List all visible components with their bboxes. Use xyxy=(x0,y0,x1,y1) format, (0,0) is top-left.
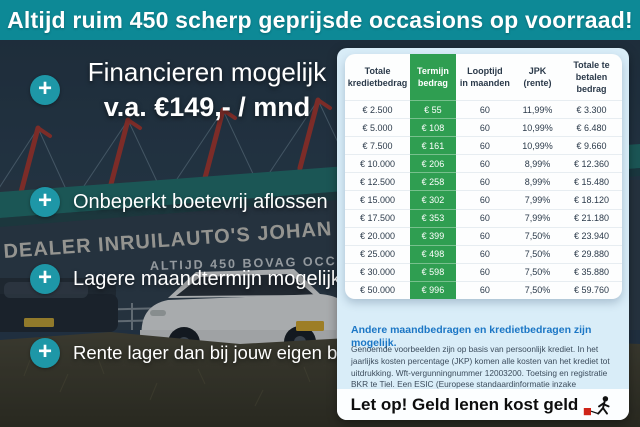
table-cell-termijnbedrag: € 353 xyxy=(410,208,456,227)
table-cell-looptijd: 60 xyxy=(455,226,514,245)
table-row: € 10.000 € 206 60 8,99% € 12.360 xyxy=(345,154,622,173)
table-cell-termijnbedrag: € 996 xyxy=(410,280,456,299)
table-cell-jpk: 7,50% xyxy=(513,262,562,281)
table-cell-kredietbedrag: € 2.500 xyxy=(345,100,411,118)
table-header-cell: Looptijd in maanden xyxy=(459,65,510,88)
table-cell-termijnbedrag: € 161 xyxy=(410,136,456,155)
table-cell-jpk: 8,99% xyxy=(513,172,562,190)
table-cell-totaal: € 59.760 xyxy=(561,280,622,299)
table-header-row: Totale kredietbedrag Termijn bedrag Loop… xyxy=(345,54,622,100)
table-cell-looptijd: 60 xyxy=(455,154,514,172)
bullet-label: Rente lager dan bij jouw eigen bank xyxy=(73,342,368,363)
table-header-cell-termijnbedrag: Termijn bedrag xyxy=(410,54,456,100)
table-cell-looptijd: 60 xyxy=(455,262,514,281)
table-cell-totaal: € 6.480 xyxy=(561,118,622,136)
table-cell-termijnbedrag: € 498 xyxy=(410,244,456,263)
table-cell-jpk: 11,99% xyxy=(513,100,562,118)
table-cell-jpk: 7,50% xyxy=(513,226,562,245)
plus-icon: + xyxy=(30,338,60,368)
table-cell-kredietbedrag: € 15.000 xyxy=(345,190,411,208)
table-cell-totaal: € 12.360 xyxy=(561,154,622,172)
table-cell-looptijd: 60 xyxy=(455,280,514,299)
table-cell-termijnbedrag: € 598 xyxy=(410,262,456,281)
table-cell-looptijd: 60 xyxy=(455,136,514,154)
table-cell-termijnbedrag: € 302 xyxy=(410,190,456,209)
table-row: € 2.500 € 55 60 11,99% € 3.300 xyxy=(345,100,622,119)
table-cell-totaal: € 18.120 xyxy=(561,190,622,208)
note-title: Andere maandbedragen en kredietbedragen … xyxy=(351,324,592,350)
table-cell-totaal: € 29.880 xyxy=(561,244,622,263)
geld-lenen-kost-geld-icon xyxy=(584,395,610,415)
table-row: € 20.000 € 399 60 7,50% € 23.940 xyxy=(345,226,622,245)
bullet-aflossen: + Onbeperkt boetevrij aflossen xyxy=(30,187,328,217)
table-cell-kredietbedrag: € 50.000 xyxy=(345,280,411,299)
white-suv xyxy=(140,269,363,359)
table-cell-kredietbedrag: € 5.000 xyxy=(345,118,411,136)
warning-text: Let op! Geld lenen kost geld xyxy=(350,394,579,414)
table-cell-jpk: 7,50% xyxy=(513,244,562,263)
table-header-cell: Totale kredietbedrag xyxy=(347,65,408,88)
plus-icon: + xyxy=(30,264,60,294)
table-cell-kredietbedrag: € 10.000 xyxy=(345,154,411,172)
table-cell-totaal: € 15.480 xyxy=(561,172,622,190)
table-header-cell: JPK (rente) xyxy=(523,65,552,88)
bullet-rente: + Rente lager dan bij jouw eigen bank xyxy=(30,338,367,368)
financing-table-card: Totale kredietbedrag Termijn bedrag Loop… xyxy=(345,54,622,299)
table-cell-totaal: € 9.660 xyxy=(561,136,622,154)
table-cell-termijnbedrag: € 258 xyxy=(410,172,456,191)
table-row: € 17.500 € 353 60 7,99% € 21.180 xyxy=(345,208,622,227)
table-cell-jpk: 7,99% xyxy=(513,208,562,227)
table-cell-looptijd: 60 xyxy=(455,172,514,190)
table-cell-kredietbedrag: € 25.000 xyxy=(345,244,411,263)
banner-text: Altijd ruim 450 scherp geprijsde occasio… xyxy=(7,6,633,33)
headline-line1: Financieren mogelijk xyxy=(87,57,327,87)
bullet-label: Lagere maandtermijn mogelijk xyxy=(73,267,341,290)
plus-icon: + xyxy=(30,187,60,217)
table-cell-totaal: € 21.180 xyxy=(561,208,622,227)
table-cell-kredietbedrag: € 20.000 xyxy=(345,226,411,245)
table-cell-termijnbedrag: € 108 xyxy=(410,118,456,137)
table-cell-jpk: 8,99% xyxy=(513,154,562,172)
table-row: € 15.000 € 302 60 7,99% € 18.120 xyxy=(345,190,622,209)
top-banner: Altijd ruim 450 scherp geprijsde occasio… xyxy=(0,0,640,40)
headline-line2: v.a. €149,- / mnd xyxy=(103,92,311,122)
bullet-financieren: + Financieren mogelijk v.a. €149,- / mnd xyxy=(30,57,341,123)
table-cell-jpk: 7,99% xyxy=(513,190,562,208)
bullet-maandtermijn: + Lagere maandtermijn mogelijk xyxy=(30,264,341,294)
bullet-label: Onbeperkt boetevrij aflossen xyxy=(73,190,328,213)
table-cell-kredietbedrag: € 7.500 xyxy=(345,136,411,154)
red-masts xyxy=(0,97,351,201)
table-cell-kredietbedrag: € 30.000 xyxy=(345,262,411,281)
headline-block: Financieren mogelijk v.a. €149,- / mnd xyxy=(73,57,341,123)
table-cell-termijnbedrag: € 55 xyxy=(410,100,456,119)
sign-bovag: ALTIJD 450 BOVAG OCCASIONS xyxy=(150,253,397,273)
table-cell-termijnbedrag: € 206 xyxy=(410,154,456,173)
table-cell-jpk: 10,99% xyxy=(513,136,562,154)
table-cell-looptijd: 60 xyxy=(455,244,514,263)
table-cell-totaal: € 23.940 xyxy=(561,226,622,245)
table-body: € 2.500 € 55 60 11,99% € 3.300 € 5.000 €… xyxy=(345,100,622,299)
table-cell-looptijd: 60 xyxy=(455,118,514,136)
warning-bar: Let op! Geld lenen kost geld xyxy=(337,389,629,420)
table-cell-looptijd: 60 xyxy=(455,208,514,227)
table-cell-kredietbedrag: € 12.500 xyxy=(345,172,411,190)
table-row: € 30.000 € 598 60 7,50% € 35.880 xyxy=(345,262,622,281)
table-cell-kredietbedrag: € 17.500 xyxy=(345,208,411,227)
table-row: € 5.000 € 108 60 10,99% € 6.480 xyxy=(345,118,622,137)
table-cell-totaal: € 3.300 xyxy=(561,100,622,118)
table-row: € 50.000 € 996 60 7,50% € 59.760 xyxy=(345,280,622,299)
table-row: € 25.000 € 498 60 7,50% € 29.880 xyxy=(345,244,622,263)
table-cell-jpk: 7,50% xyxy=(513,280,562,299)
table-cell-looptijd: 60 xyxy=(455,100,514,118)
table-cell-termijnbedrag: € 399 xyxy=(410,226,456,245)
financing-panel: Totale kredietbedrag Termijn bedrag Loop… xyxy=(337,48,629,420)
table-cell-looptijd: 60 xyxy=(455,190,514,208)
plus-icon: + xyxy=(30,75,60,105)
table-row: € 7.500 € 161 60 10,99% € 9.660 xyxy=(345,136,622,155)
table-header-cell: Totale te betalen bedrag xyxy=(573,59,610,95)
table-cell-totaal: € 35.880 xyxy=(561,262,622,281)
table-cell-jpk: 10,99% xyxy=(513,118,562,136)
table-row: € 12.500 € 258 60 8,99% € 15.480 xyxy=(345,172,622,191)
